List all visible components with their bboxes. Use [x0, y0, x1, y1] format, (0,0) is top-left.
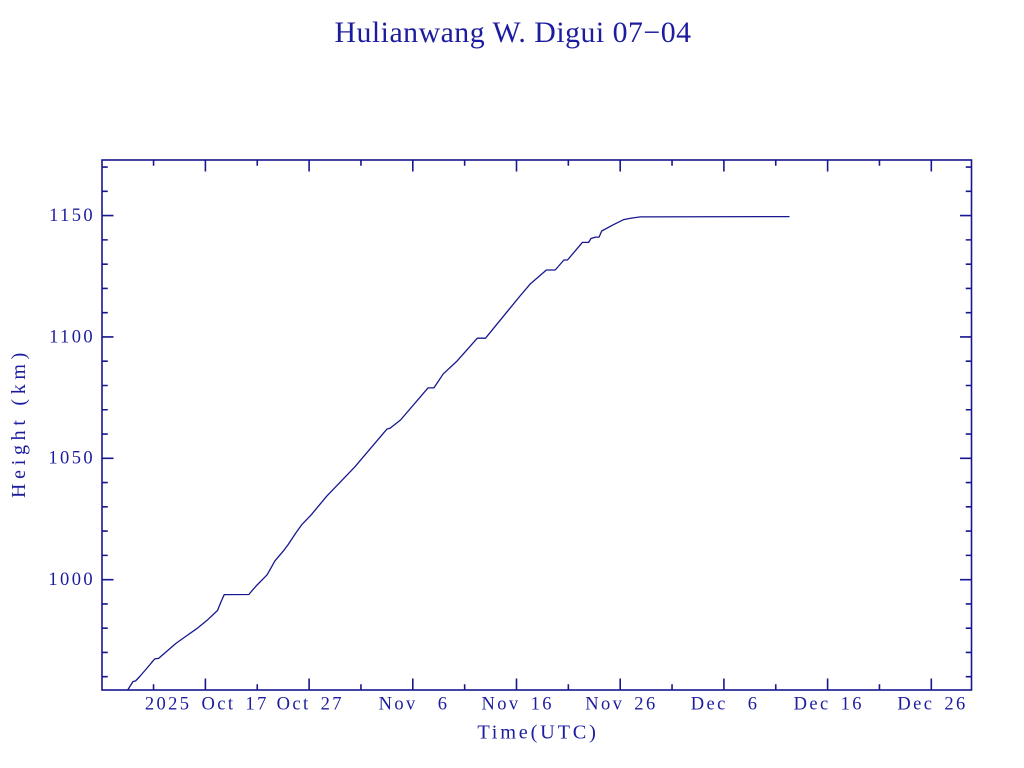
svg-text:Hulianwang W. Digui 07−04: Hulianwang W. Digui 07−04	[334, 16, 691, 49]
svg-text:Nov 16: Nov 16	[482, 694, 554, 714]
svg-text:Time(UTC): Time(UTC)	[477, 722, 598, 744]
svg-text:Nov 6: Nov 6	[379, 694, 450, 714]
svg-text:Oct 27: Oct 27	[277, 694, 344, 714]
svg-text:2025 Oct 17: 2025 Oct 17	[145, 694, 269, 714]
svg-text:1100: 1100	[49, 327, 95, 347]
svg-text:1000: 1000	[48, 570, 95, 590]
svg-text:Nov 26: Nov 26	[585, 694, 657, 714]
svg-text:1150: 1150	[49, 206, 95, 226]
svg-text:1050: 1050	[48, 449, 95, 469]
svg-text:Dec 6: Dec 6	[691, 694, 760, 714]
svg-text:Dec 16: Dec 16	[794, 694, 864, 714]
svg-text:Dec 26: Dec 26	[897, 694, 967, 714]
svg-text:Height (km): Height (km)	[8, 348, 30, 498]
